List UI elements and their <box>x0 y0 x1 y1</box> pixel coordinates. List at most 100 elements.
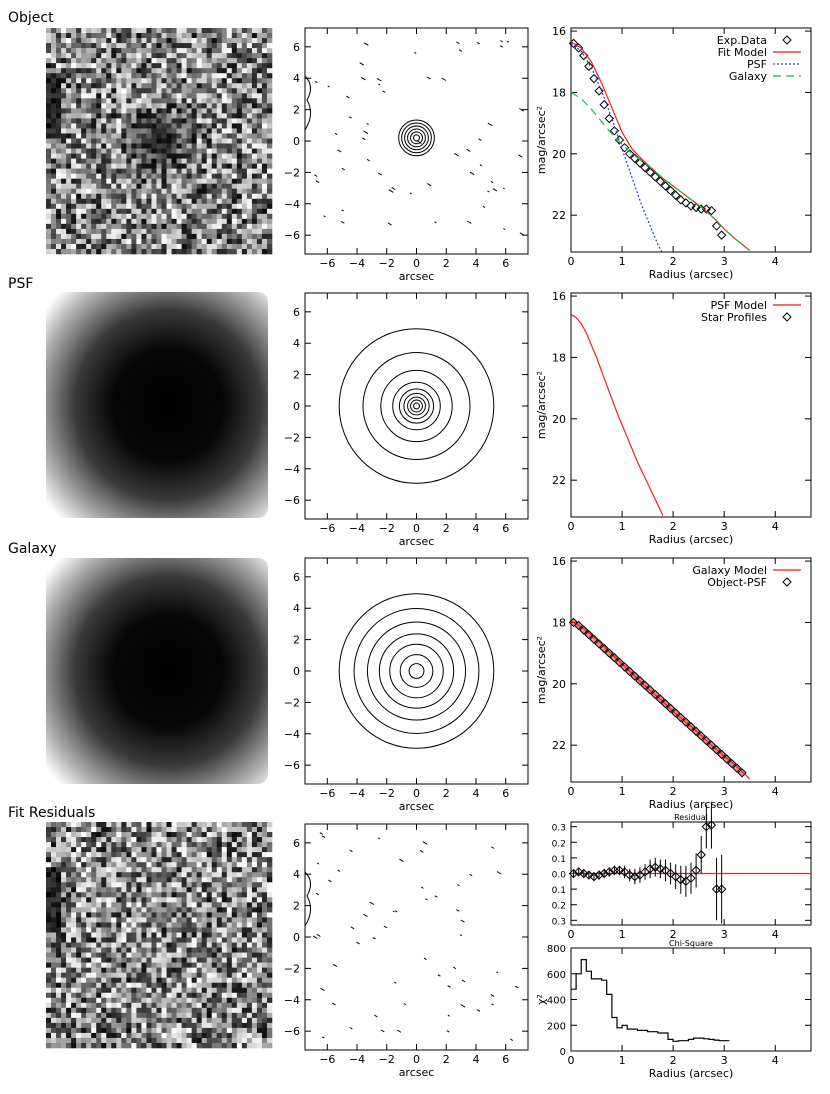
x-tick-label: −4 <box>349 257 365 270</box>
image-pixel <box>106 193 112 200</box>
y-tick-label: 6 <box>293 837 300 850</box>
image-pixel <box>151 1027 157 1034</box>
image-pixel <box>51 947 57 953</box>
image-pixel <box>186 867 192 873</box>
image-pixel <box>246 952 253 958</box>
image-pixel <box>216 842 223 848</box>
image-pixel <box>261 967 268 973</box>
image-pixel <box>231 228 238 235</box>
image-pixel <box>186 902 192 908</box>
image-pixel <box>226 228 233 235</box>
image-pixel <box>161 213 167 220</box>
image-pixel <box>211 922 218 928</box>
image-pixel <box>186 927 192 933</box>
image-pixel <box>156 882 162 888</box>
image-pixel <box>141 972 147 978</box>
image-pixel <box>51 223 57 230</box>
image-pixel <box>186 1022 192 1029</box>
image-pixel <box>196 1032 202 1039</box>
image-pixel <box>256 842 263 848</box>
image-pixel <box>146 138 152 144</box>
image-pixel <box>191 922 197 928</box>
image-pixel <box>51 248 57 255</box>
image-pixel <box>191 1012 197 1019</box>
image-pixel <box>156 857 162 863</box>
image-pixel <box>246 238 253 245</box>
image-pixel <box>161 108 167 114</box>
image-pixel <box>201 43 208 49</box>
y-tick-label: 22 <box>552 209 566 222</box>
image-pixel <box>246 193 253 200</box>
image-pixel <box>256 972 263 978</box>
image-pixel <box>176 48 182 54</box>
image-pixel <box>166 33 172 39</box>
contour-line <box>338 328 495 484</box>
image-pixel <box>176 1002 182 1009</box>
image-pixel <box>186 957 192 963</box>
image-pixel <box>46 153 52 159</box>
image-pixel <box>181 138 187 144</box>
image-pixel <box>241 932 248 938</box>
y-tick-label: −6 <box>284 759 300 772</box>
image-pixel <box>91 78 97 84</box>
image-pixel <box>166 163 172 169</box>
noise-contour <box>518 154 523 158</box>
image-pixel <box>246 857 253 863</box>
image-pixel <box>71 168 77 174</box>
image-pixel <box>76 942 82 948</box>
image-pixel <box>231 48 238 54</box>
image-pixel <box>86 163 92 169</box>
image-pixel <box>91 872 97 878</box>
image-pixel <box>151 927 157 933</box>
image-pixel <box>231 987 238 994</box>
image-pixel <box>101 827 107 833</box>
image-pixel <box>91 43 97 49</box>
image-pixel <box>231 128 238 134</box>
image-pixel <box>266 877 273 883</box>
image-pixel <box>171 827 177 833</box>
image-pixel <box>106 842 112 848</box>
image-pixel <box>241 133 248 139</box>
image-pixel <box>191 248 197 255</box>
image-pixel <box>231 233 238 240</box>
image-pixel <box>176 248 182 255</box>
image-pixel <box>191 193 197 200</box>
image-pixel <box>131 847 137 853</box>
image-pixel <box>66 178 72 184</box>
image-pixel <box>66 48 72 54</box>
image-pixel <box>121 1037 127 1044</box>
image-pixel <box>201 238 208 245</box>
image-pixel <box>121 837 127 843</box>
image-pixel <box>191 972 197 978</box>
image-pixel <box>156 867 162 873</box>
image-pixel <box>111 118 117 124</box>
image-pixel <box>251 822 258 828</box>
image-pixel <box>196 922 202 928</box>
data-point <box>594 870 604 880</box>
image-pixel <box>106 847 112 853</box>
image-pixel <box>161 842 167 848</box>
image-pixel <box>201 932 208 938</box>
image-pixel <box>216 183 223 190</box>
image-pixel <box>226 882 233 888</box>
image-pixel <box>81 53 87 59</box>
image-pixel <box>231 862 238 868</box>
image-pixel <box>231 158 238 164</box>
image-pixel <box>131 143 137 149</box>
image-pixel <box>186 248 192 255</box>
image-pixel <box>156 822 162 828</box>
image-pixel <box>241 43 248 49</box>
image-pixel <box>201 63 208 69</box>
image-pixel <box>86 218 92 225</box>
image-pixel <box>211 927 218 933</box>
image-pixel <box>81 178 87 184</box>
image-pixel <box>186 53 192 59</box>
image-pixel <box>261 48 268 54</box>
image-pixel <box>201 1022 208 1029</box>
image-pixel <box>126 208 132 215</box>
image-pixel <box>81 1037 87 1044</box>
image-pixel <box>201 93 208 99</box>
image-pixel <box>171 837 177 843</box>
image-pixel <box>241 892 248 898</box>
image-pixel <box>96 198 102 205</box>
